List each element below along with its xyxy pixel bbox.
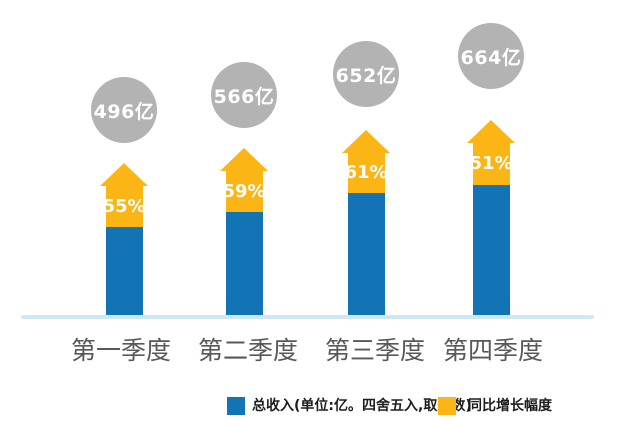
growth-percent-label: 55% (102, 195, 146, 217)
revenue-value-label: 496亿 (93, 100, 155, 123)
revenue-bubble: 566亿 (211, 62, 277, 128)
x-axis-label: 第二季度 (197, 336, 298, 365)
revenue-bar (472, 185, 510, 317)
growth-arrow-stem: 55% (102, 185, 146, 227)
x-axis-line (21, 315, 594, 319)
revenue-bar (105, 227, 143, 317)
growth-percent-label: 59% (222, 180, 266, 202)
revenue-bubble: 664亿 (458, 23, 524, 89)
growth-arrow-head-icon (341, 130, 390, 153)
growth-percent-label: 51% (469, 153, 513, 174)
revenue-legend-swatch (227, 397, 245, 415)
revenue-bar (347, 193, 385, 317)
growth-legend-swatch (438, 397, 456, 415)
revenue-bubble: 652亿 (333, 41, 399, 107)
revenue-value-label: 664亿 (460, 46, 522, 69)
x-axis-label: 第一季度 (70, 336, 171, 365)
x-axis-label: 第四季度 (442, 336, 543, 365)
growth-arrow-stem: 51% (469, 142, 513, 185)
revenue-bubble: 496亿 (91, 77, 157, 143)
growth-arrow-head-icon (99, 163, 148, 186)
revenue-bar (225, 212, 263, 317)
growth-percent-label: 61% (344, 162, 388, 183)
revenue-value-label: 566亿 (213, 85, 275, 108)
growth-arrow-stem: 59% (222, 170, 266, 212)
growth-arrow-head-icon (466, 120, 515, 143)
growth-arrow-head-icon (219, 148, 268, 171)
growth-arrow-stem: 61% (344, 152, 388, 193)
revenue-value-label: 652亿 (335, 64, 397, 87)
growth-legend-label: 同比增长幅度 (468, 398, 552, 414)
x-axis-label: 第三季度 (324, 336, 425, 365)
revenue-legend-label: 总收入(单位:亿。四舍五入,取整数) (252, 398, 472, 414)
